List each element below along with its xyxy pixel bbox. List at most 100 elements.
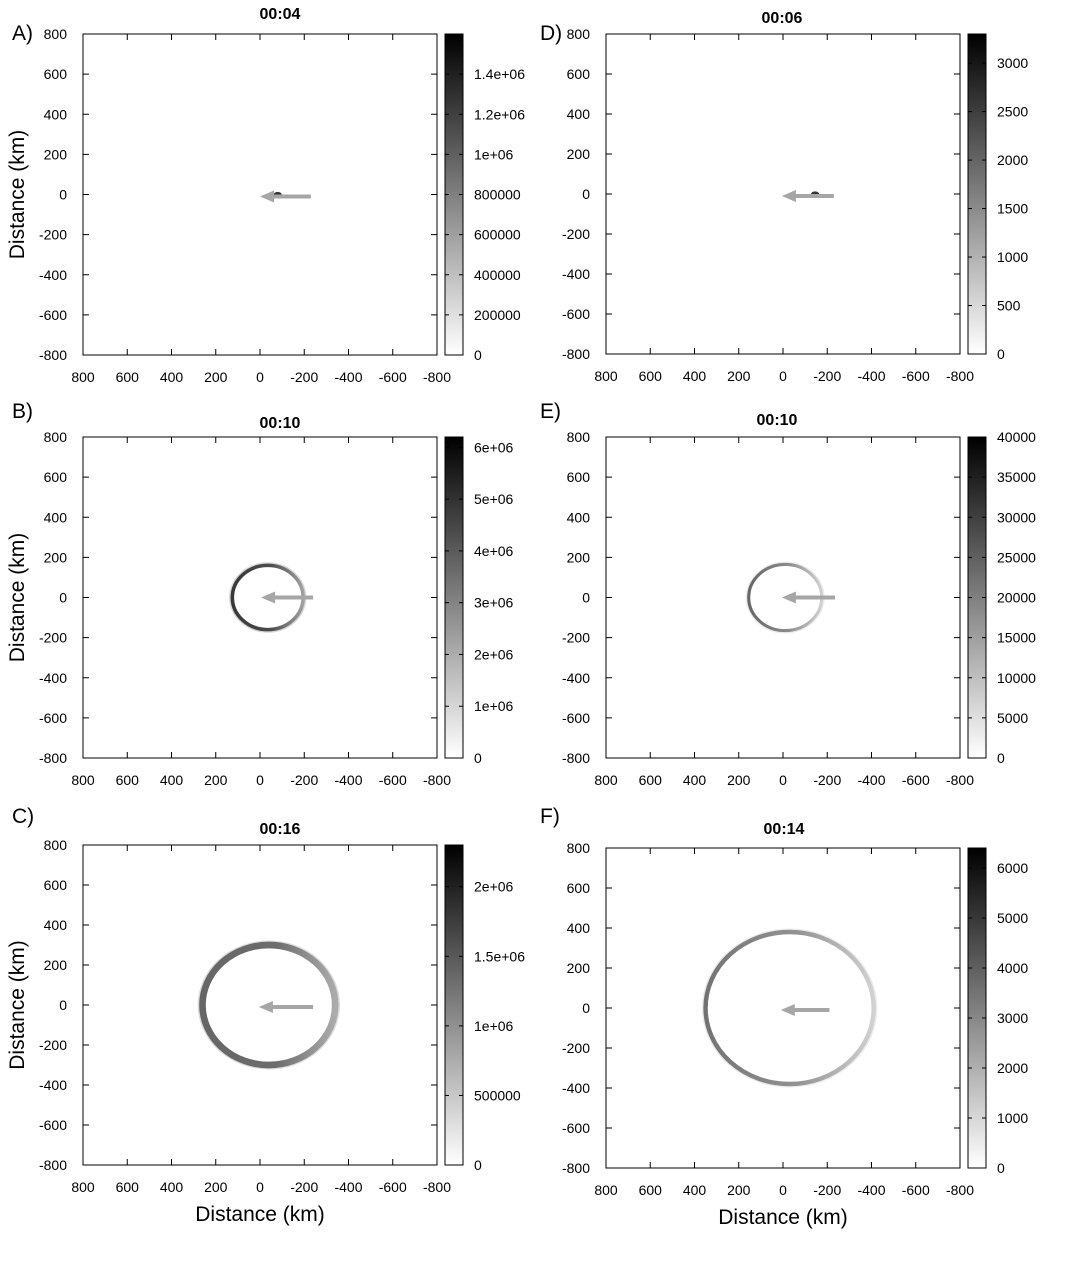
y-tick-label: 600 <box>44 877 68 893</box>
y-axis-title: Distance (km) <box>6 130 29 260</box>
y-axis-title: Distance (km) <box>6 940 29 1070</box>
x-tick-label: -800 <box>423 369 451 385</box>
colorbar-tick-label: 3e+06 <box>474 595 514 611</box>
x-tick-label: 600 <box>116 369 140 385</box>
y-tick-label: 400 <box>44 509 68 525</box>
y-tick-label: 0 <box>59 590 67 606</box>
y-tick-label: 200 <box>567 146 591 162</box>
colorbar-tick-label: 4e+06 <box>474 543 514 559</box>
y-tick-label: 800 <box>567 840 591 856</box>
direction-arrow <box>258 1001 314 1013</box>
x-tick-label: 200 <box>204 1179 228 1195</box>
colorbar-tick-label: 1.4e+06 <box>474 66 525 82</box>
y-tick-label: -200 <box>562 226 590 242</box>
x-tick-label: 200 <box>727 1182 751 1198</box>
colorbar-tick-label: 2000 <box>997 152 1028 168</box>
colorbar: 0 1e+06 2e+06 3e+06 4e+06 5e+06 6e+06 <box>444 436 514 766</box>
colorbar: 0 1000 2000 3000 4000 5000 6000 <box>967 847 1028 1176</box>
x-tick-label: 200 <box>204 772 228 788</box>
arrow-head <box>781 190 796 202</box>
x-tick-label: -200 <box>290 369 318 385</box>
y-tick-label: -400 <box>562 266 590 282</box>
y-tick-label: -400 <box>39 670 67 686</box>
y-tick-label: -800 <box>39 347 67 363</box>
panel-d: 800 600 400 200 0 -200 -400 -600 -80080060040020… <box>540 10 1028 384</box>
y-tick-label: -800 <box>562 1160 590 1176</box>
y-tick-label: 800 <box>44 26 68 42</box>
y-tick-label: 600 <box>44 469 68 485</box>
x-tick-label: 400 <box>683 772 707 788</box>
panel-title: 00:16 <box>260 821 301 838</box>
x-tick-label: -600 <box>902 772 930 788</box>
arrow-head <box>261 591 276 604</box>
arrow-head <box>260 190 274 203</box>
x-tick-label: 600 <box>116 772 140 788</box>
x-tick-label: 0 <box>779 1182 787 1198</box>
x-tick-label: 800 <box>71 772 95 788</box>
x-tick-label: -600 <box>379 772 407 788</box>
direction-arrow <box>261 591 314 604</box>
y-tick-label: 400 <box>44 917 68 933</box>
x-tick-label: -400 <box>334 1179 362 1195</box>
colorbar: 0 200000 400000 600000 800000 1e+06 1.2e+06 1.4… <box>444 33 525 363</box>
direction-arrow <box>780 1004 830 1016</box>
colorbar-tick-label: 3000 <box>997 1010 1028 1026</box>
y-tick-label: 800 <box>44 429 68 445</box>
colorbar-tick-label: 1000 <box>997 1110 1028 1126</box>
colorbar-gradient <box>444 844 464 1166</box>
colorbar-tick-label: 200000 <box>474 307 521 323</box>
colorbar-tick-label: 500 <box>997 298 1021 314</box>
y-tick-label: 600 <box>567 469 591 485</box>
y-tick-label: 200 <box>44 549 68 565</box>
direction-arrow <box>781 190 834 202</box>
colorbar: 0 500000 1e+06 1.5e+06 2e+06 <box>444 844 525 1173</box>
y-tick-label: 200 <box>567 549 591 565</box>
x-tick-label: 800 <box>71 1179 95 1195</box>
x-tick-label: -400 <box>857 1182 885 1198</box>
x-tick-label: 600 <box>639 1182 663 1198</box>
plot-area <box>82 436 438 759</box>
panel-title: 00:04 <box>260 6 301 23</box>
x-tick-label: 400 <box>160 369 184 385</box>
y-tick-label: 400 <box>44 106 68 122</box>
colorbar-tick-label: 1e+06 <box>474 1018 514 1034</box>
colorbar-tick-label: 800000 <box>474 187 521 203</box>
x-tick-label: 600 <box>639 772 663 788</box>
panel-title: 00:06 <box>762 10 803 27</box>
colorbar-tick-label: 2500 <box>997 104 1028 120</box>
y-tick-label: -600 <box>39 307 67 323</box>
x-tick-label: 800 <box>71 369 95 385</box>
x-tick-label: 800 <box>594 368 618 384</box>
y-tick-label: 0 <box>582 186 590 202</box>
y-tick-label: -600 <box>562 710 590 726</box>
y-tick-label: -400 <box>39 1077 67 1093</box>
panel-label: F) <box>540 805 560 828</box>
arrow-head <box>258 1001 273 1013</box>
heatmap-c <box>197 940 341 1070</box>
colorbar-tick-label: 1500 <box>997 201 1028 217</box>
colorbar-tick-label: 5000 <box>997 710 1028 726</box>
y-tick-label: -200 <box>39 227 67 243</box>
y-tick-label: -800 <box>39 1157 67 1173</box>
x-tick-label: 0 <box>256 1179 264 1195</box>
plot-area <box>82 33 438 356</box>
y-tick-label: 600 <box>567 880 591 896</box>
y-tick-label: -600 <box>562 1120 590 1136</box>
panel-c: 800 600 400 200 0 -200 -400 -600 -80080060040020… <box>6 805 525 1226</box>
x-tick-label: 800 <box>594 772 618 788</box>
x-tick-label: -800 <box>423 1179 451 1195</box>
y-tick-label: -400 <box>39 267 67 283</box>
colorbar: 0 500 1000 1500 2000 2500 3000 <box>967 33 1028 362</box>
y-tick-label: 0 <box>59 187 67 203</box>
x-tick-label: -200 <box>290 772 318 788</box>
y-tick-label: -800 <box>39 750 67 766</box>
y-tick-label: -800 <box>562 750 590 766</box>
x-tick-label: -800 <box>946 772 974 788</box>
colorbar-tick-label: 1000 <box>997 249 1028 265</box>
y-tick-label: 0 <box>582 1000 590 1016</box>
colorbar: 0 5000 10000 15000 20000 25000 30000 35000 40000 <box>967 429 1036 766</box>
x-tick-label: -600 <box>379 369 407 385</box>
colorbar-tick-label: 0 <box>997 750 1005 766</box>
x-axis-title: Distance (km) <box>195 1203 325 1226</box>
